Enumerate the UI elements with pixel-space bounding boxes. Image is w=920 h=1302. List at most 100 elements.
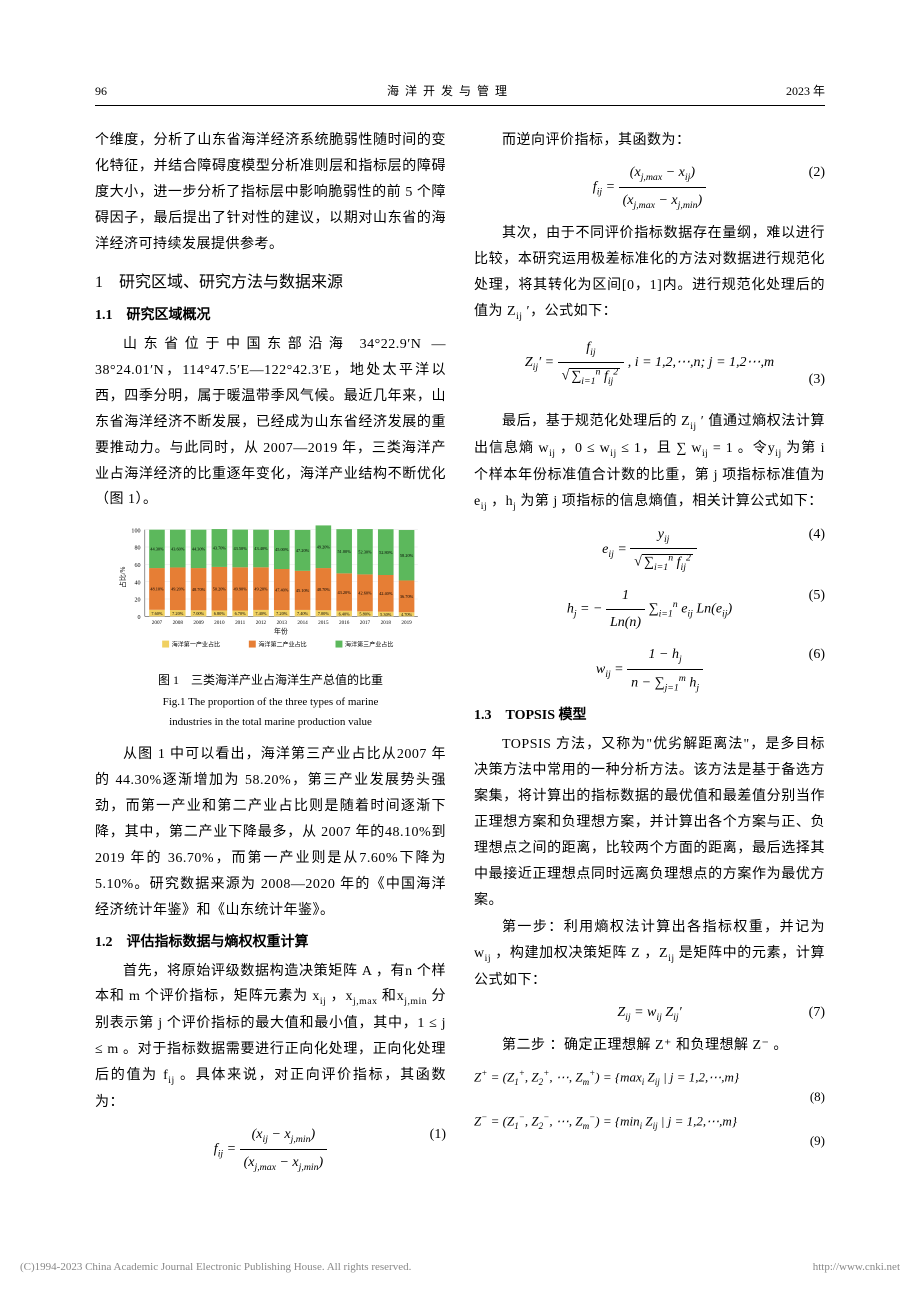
- left-column: 个维度，分析了山东省海洋经济系统脆弱性随时间的变化特征，并结合障碍度模型分析准则…: [95, 128, 446, 1183]
- equation-8: Z+ = (Z1+, Z2+, ⋯, Zm+) = {maxi Zij | j …: [474, 1065, 825, 1091]
- svg-text:60: 60: [134, 563, 140, 569]
- svg-text:49.90%: 49.90%: [233, 587, 247, 592]
- svg-text:7.20%: 7.20%: [276, 611, 288, 616]
- svg-text:43.70%: 43.70%: [213, 546, 227, 551]
- t: 为第 j 项指标的信息熵值，相关计算公式如下：: [520, 494, 822, 509]
- eq-num: (9): [810, 1129, 825, 1153]
- eq-num: (3): [809, 367, 825, 393]
- equation-1: fij = (xij − xj,min)(xj,max − xj,min) (1…: [95, 1122, 446, 1177]
- svg-text:2017: 2017: [360, 620, 371, 626]
- svg-text:43.50%: 43.50%: [233, 547, 247, 552]
- sec13-para2: 第一步：利用熵权法计算出各指标权重，并记为 wij ，构建加权决策矩阵 Z ，Z…: [474, 915, 825, 994]
- page-header: 96 海洋开发与管理 2023 年: [95, 80, 825, 106]
- r-para2: 其次，由于不同评价指标数据存在量纲，难以进行比较，本研究运用极差标准化的方法对数…: [474, 221, 825, 326]
- sec11-para2: 从图 1 中可以看出，海洋第三产业占比从2007 年的 44.30%逐渐增加为 …: [95, 742, 446, 923]
- t: ′，公式如下：: [527, 304, 618, 319]
- svg-text:43.40%: 43.40%: [254, 547, 268, 552]
- sec13-para1: TOPSIS 方法，又称为"优劣解距离法"，是多目标决策方法中常用的一种分析方法…: [474, 732, 825, 913]
- svg-text:40: 40: [134, 581, 140, 587]
- eq-num: (6): [809, 642, 825, 668]
- fig1-caption-en1: Fig.1 The proportion of the three types …: [95, 694, 446, 711]
- svg-text:2014: 2014: [297, 620, 308, 626]
- intro-para: 个维度，分析了山东省海洋经济系统脆弱性随时间的变化特征，并结合障碍度模型分析准则…: [95, 128, 446, 257]
- footer-right: http://www.cnki.net: [813, 1257, 900, 1277]
- svg-text:52.80%: 52.80%: [379, 550, 393, 555]
- eq-num: (7): [809, 1000, 825, 1026]
- svg-text:7.00%: 7.00%: [193, 611, 205, 616]
- svg-text:44.30%: 44.30%: [192, 547, 206, 552]
- svg-text:36.70%: 36.70%: [400, 594, 414, 599]
- page-footer: (C)1994-2023 China Academic Journal Elec…: [20, 1257, 900, 1277]
- t: ≤ 1，且 ∑ w: [621, 441, 702, 456]
- svg-text:2007: 2007: [152, 620, 163, 626]
- svg-text:58.20%: 58.20%: [400, 553, 414, 558]
- svg-text:年份: 年份: [274, 627, 288, 636]
- svg-text:5.80%: 5.80%: [359, 612, 371, 617]
- svg-text:2011: 2011: [235, 620, 246, 626]
- svg-text:45.10%: 45.10%: [296, 588, 310, 593]
- r-para3: 最后，基于规范化处理后的 Zij ′ 值通过熵权法计算出信息熵 wij ，0 ≤…: [474, 409, 825, 516]
- svg-text:7.40%: 7.40%: [297, 611, 309, 616]
- svg-text:2008: 2008: [173, 620, 184, 626]
- svg-text:7.40%: 7.40%: [255, 611, 267, 616]
- svg-text:47.20%: 47.20%: [296, 548, 310, 553]
- svg-text:2019: 2019: [401, 620, 412, 626]
- section-1-title: 1 研究区域、研究方法与数据来源: [95, 268, 446, 298]
- svg-text:2009: 2009: [193, 620, 204, 626]
- t: 和x: [382, 989, 404, 1004]
- equation-7: Zij = wij Zij′ (7): [474, 1000, 825, 1027]
- t: ，h: [491, 494, 513, 509]
- eq-num: (4): [809, 522, 825, 548]
- svg-text:4.70%: 4.70%: [401, 612, 413, 617]
- equation-4: eij = yij√∑i=1n fij2 (4): [474, 522, 825, 577]
- t: 最后，基于规范化处理后的 Z: [502, 414, 690, 429]
- svg-text:0: 0: [137, 615, 140, 621]
- svg-text:49.20%: 49.20%: [317, 545, 331, 550]
- svg-text:42.40%: 42.40%: [379, 591, 393, 596]
- svg-text:48.70%: 48.70%: [192, 587, 206, 592]
- svg-text:5.30%: 5.30%: [380, 612, 392, 617]
- content-columns: 个维度，分析了山东省海洋经济系统脆弱性随时间的变化特征，并结合障碍度模型分析准则…: [95, 128, 825, 1183]
- t: ，x: [331, 989, 353, 1004]
- page-number: 96: [95, 80, 155, 102]
- t: = 1 。令y: [713, 441, 775, 456]
- svg-text:80: 80: [134, 546, 140, 552]
- right-column: 而逆向评价指标，其函数为： fij = (xj,max − xij)(xj,ma…: [474, 128, 825, 1183]
- equation-2: fij = (xj,max − xij)(xj,max − xj,min) (2…: [474, 160, 825, 215]
- svg-text:海洋第三产业占比: 海洋第三产业占比: [345, 641, 393, 649]
- footer-left: (C)1994-2023 China Academic Journal Elec…: [20, 1257, 411, 1277]
- svg-text:6.70%: 6.70%: [235, 612, 247, 617]
- svg-text:2012: 2012: [256, 620, 267, 626]
- svg-text:2018: 2018: [381, 620, 392, 626]
- fig1-caption-en2: industries in the total marine productio…: [95, 714, 446, 731]
- svg-text:7.20%: 7.20%: [172, 611, 184, 616]
- svg-text:47.40%: 47.40%: [275, 588, 289, 593]
- svg-text:49.20%: 49.20%: [254, 587, 268, 592]
- svg-text:6.40%: 6.40%: [339, 612, 351, 617]
- journal-title: 海洋开发与管理: [155, 80, 745, 102]
- eq-num: (2): [809, 160, 825, 186]
- svg-text:7.00%: 7.00%: [318, 611, 330, 616]
- svg-text:49.20%: 49.20%: [171, 587, 185, 592]
- svg-text:43.60%: 43.60%: [171, 547, 185, 552]
- svg-text:海洋第一产业占比: 海洋第一产业占比: [172, 641, 220, 649]
- stacked-bar-chart: 0 20 40 60 80 100 占比/% 7.60%48.10%44.30%…: [95, 521, 446, 651]
- sec12-para1: 首先，将原始评级数据构造决策矩阵 A ，有n 个样本和 m 个评价指标，矩阵元素…: [95, 959, 446, 1116]
- equation-5: hj = − 1Ln(n) ∑i=1n eij Ln(eij) (5): [474, 583, 825, 636]
- svg-text:2010: 2010: [214, 620, 225, 626]
- sec13-para3: 第二步 ：确定正理想解 Z⁺ 和负理想解 Z⁻ 。: [474, 1033, 825, 1059]
- svg-text:100: 100: [131, 529, 140, 535]
- t: ，构建加权决策矩阵 Z ，Z: [495, 946, 668, 961]
- svg-text:2013: 2013: [277, 620, 288, 626]
- section-12-title: 1.2 评估指标数据与熵权权重计算: [95, 930, 446, 956]
- svg-text:43.20%: 43.20%: [337, 590, 351, 595]
- eq-num: (8): [810, 1085, 825, 1109]
- svg-text:51.00%: 51.00%: [337, 549, 351, 554]
- svg-text:48.70%: 48.70%: [317, 587, 331, 592]
- section-11-title: 1.1 研究区域概况: [95, 303, 446, 329]
- svg-text:44.30%: 44.30%: [150, 547, 164, 552]
- eq-num: (5): [809, 583, 825, 609]
- svg-text:50.20%: 50.20%: [213, 587, 227, 592]
- t: ，0 ≤ w: [560, 441, 610, 456]
- sec11-para1: 山东省位于中国东部沿海 34°22.9′N —38°24.01′N，114°47…: [95, 332, 446, 513]
